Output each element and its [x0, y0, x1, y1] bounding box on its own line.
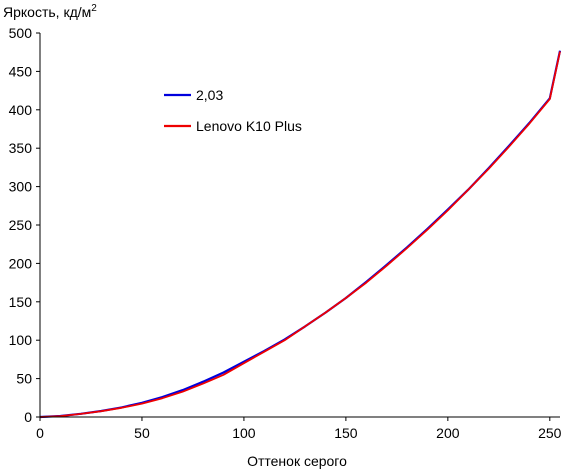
y-axis-label-superscript: 2 [91, 3, 97, 14]
y-axis-label: Яркость, кд/м2 [3, 3, 97, 20]
y-tick-label: 400 [9, 102, 33, 118]
axis-labels: Яркость, кд/м2 Оттенок серого [3, 3, 347, 469]
y-tick-label: 50 [16, 371, 32, 387]
tick-labels: 0 50 100 150 200 250 300 350 400 450 500 0 50 100 150 2… [9, 25, 562, 441]
x-tick-label: 200 [436, 425, 460, 441]
x-tick-label: 100 [232, 425, 256, 441]
series-line-0 [39, 50, 562, 419]
x-tick-label: 50 [134, 425, 150, 441]
y-tick-label: 350 [9, 140, 33, 156]
axes [39, 33, 560, 418]
x-tick-label: 250 [538, 425, 562, 441]
y-tick-label: 0 [24, 409, 32, 425]
y-tick-label: 150 [9, 294, 33, 310]
legend: 2,03 Lenovo K10 Plus [164, 87, 302, 134]
y-tick-label: 100 [9, 332, 33, 348]
x-tick-label: 150 [334, 425, 358, 441]
x-tick-label: 0 [36, 425, 44, 441]
plot-lines [39, 50, 562, 419]
y-tick-label: 450 [9, 63, 33, 79]
y-tick-label: 200 [9, 255, 33, 271]
y-tick-label: 250 [9, 217, 33, 233]
series-line-1 [39, 51, 561, 418]
legend-label-1: Lenovo K10 Plus [196, 118, 302, 134]
y-tick-label: 500 [9, 25, 33, 41]
x-axis-label: Оттенок серого [247, 453, 347, 469]
y-tick-label: 300 [9, 179, 33, 195]
legend-label-0: 2,03 [196, 87, 223, 103]
